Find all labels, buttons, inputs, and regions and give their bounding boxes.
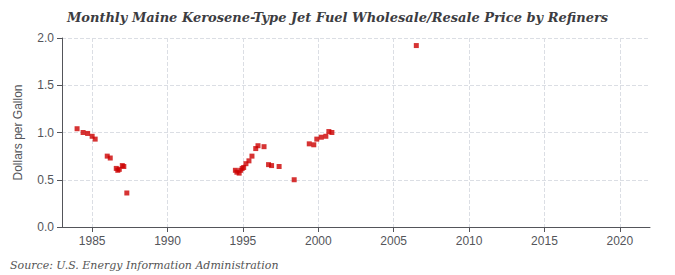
svg-text:2015: 2015 <box>531 234 558 248</box>
svg-text:0.5: 0.5 <box>37 173 54 187</box>
svg-text:2010: 2010 <box>456 234 483 248</box>
svg-text:1995: 1995 <box>230 234 257 248</box>
svg-text:1.0: 1.0 <box>37 126 54 140</box>
svg-text:1.5: 1.5 <box>37 78 54 92</box>
svg-text:0.0: 0.0 <box>37 220 54 234</box>
svg-text:2000: 2000 <box>305 234 332 248</box>
svg-text:2.0: 2.0 <box>37 31 54 45</box>
svg-text:1985: 1985 <box>79 234 106 248</box>
svg-text:Monthly Maine Kerosene-Type Je: Monthly Maine Kerosene-Type Jet Fuel Who… <box>66 10 609 25</box>
svg-text:2020: 2020 <box>606 234 633 248</box>
svg-text:Dollars per Gallon: Dollars per Gallon <box>11 84 25 180</box>
svg-text:Source: U.S. Energy Informatio: Source: U.S. Energy Information Administ… <box>10 259 278 272</box>
svg-text:2005: 2005 <box>380 234 407 248</box>
svg-text:1990: 1990 <box>154 234 181 248</box>
